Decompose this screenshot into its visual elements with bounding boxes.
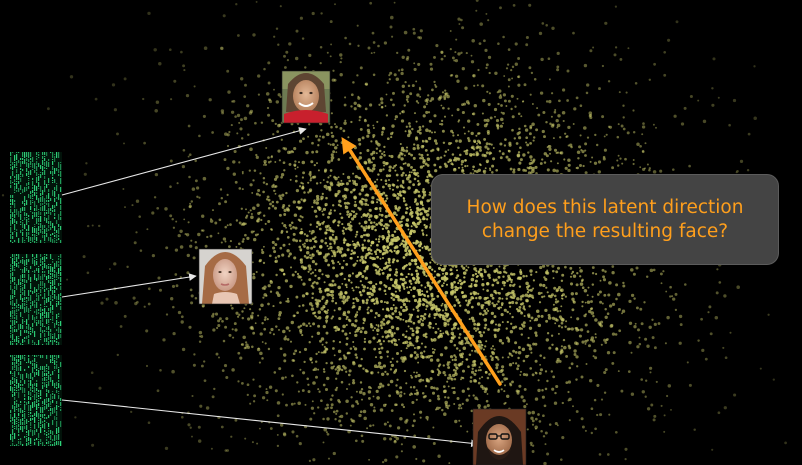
callout-line-2: change the resulting face? [481,220,729,242]
callout-line-1: How does this latent direction [466,196,744,218]
mapping-arrow-2 [61,273,197,298]
mapping-arrow-1 [61,127,307,196]
latent-direction-arrow [341,137,502,386]
latent-code-1 [10,152,62,243]
face-2 [198,248,253,305]
face-1 [281,70,331,124]
face-3 [472,408,527,465]
latent-code-3 [10,355,62,446]
latent-code-2 [10,254,62,345]
question-callout: How does this latent direction change th… [431,174,779,265]
mapping-arrow-3 [61,399,479,448]
